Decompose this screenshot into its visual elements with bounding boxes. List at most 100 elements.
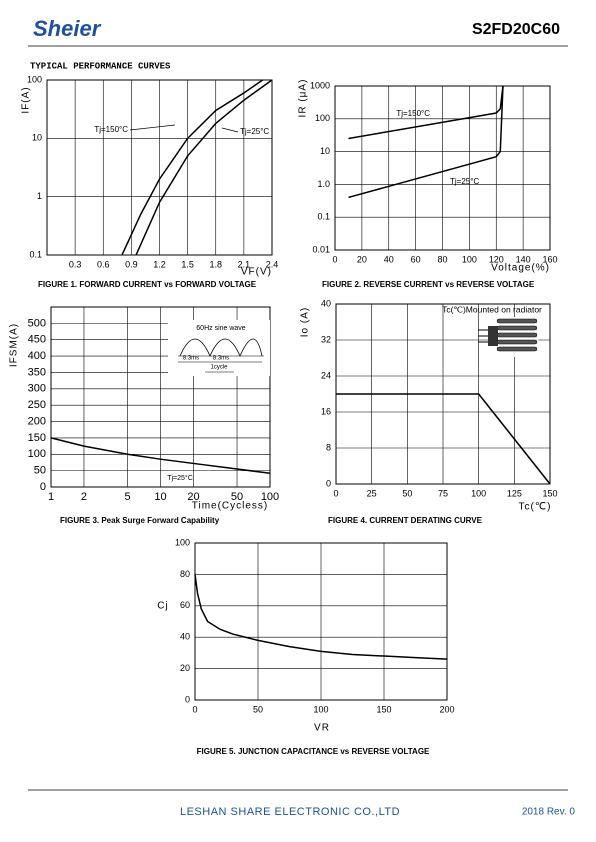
x-tick-label: 60 (411, 254, 421, 264)
y-tick-label: 60 (180, 600, 190, 610)
series-label: Tj=25°C (240, 127, 269, 136)
footer-revision: 2018 Rev. 0 (522, 807, 576, 818)
x-tick-label: 1.2 (153, 259, 166, 269)
data-line (121, 79, 264, 256)
radiator-fin (496, 332, 538, 338)
y-tick-label: 300 (28, 383, 46, 395)
x-tick-label: 150 (542, 488, 557, 498)
x-tick-label: 20 (357, 254, 367, 264)
x-tick-label: 0.9 (125, 259, 138, 269)
annotation: Tc(℃)Mounted on radiator (442, 304, 542, 314)
logo: Sheier (33, 16, 102, 41)
y-axis-label: Io (A) (300, 307, 311, 337)
y-axis-label: IR (μA) (298, 79, 309, 118)
y-tick-label: 150 (28, 432, 46, 444)
x-tick-label: 20 (187, 491, 199, 503)
series-label: Tj=150°C (396, 109, 430, 118)
figure-caption: FIGURE 2. REVERSE CURRENT vs REVERSE VOL… (322, 280, 535, 289)
figure-caption: FIGURE 1. FORWARD CURRENT vs FORWARD VOL… (38, 280, 257, 289)
figure-caption: FIGURE 4. CURRENT DERATING CURVE (328, 516, 483, 525)
y-tick-label: 1 (37, 191, 42, 201)
y-tick-label: 350 (28, 366, 46, 378)
x-axis-label: Tc(℃) (519, 502, 552, 513)
device (488, 326, 498, 346)
x-tick-label: 1 (48, 491, 54, 503)
y-tick-label: 0 (326, 478, 331, 488)
y-axis-label: Cj (157, 601, 168, 612)
sine-wave (179, 338, 263, 357)
y-tick-label: 200 (28, 415, 46, 427)
data-line (194, 574, 448, 660)
data-line (336, 393, 551, 485)
y-tick-label: 10 (320, 146, 330, 156)
x-axis-label: VF(V) (241, 267, 272, 278)
x-tick-label: 160 (542, 254, 557, 264)
x-axis-label: Time(Cycless) (192, 501, 269, 512)
annotation: 8.3ms (183, 356, 199, 362)
y-tick-label: 8 (326, 442, 331, 452)
x-tick-label: 0 (192, 704, 197, 714)
series-label: Tj=150°C (94, 125, 128, 134)
y-axis-label: IFSM(A) (9, 323, 20, 367)
y-tick-label: 0 (40, 481, 46, 493)
y-tick-label: 50 (34, 465, 46, 477)
figure-caption: FIGURE 5. JUNCTION CAPACITANCE vs REVERS… (197, 747, 430, 756)
radiator-fin (496, 318, 538, 324)
x-tick-label: 25 (367, 488, 377, 498)
x-tick-label: 100 (313, 704, 328, 714)
x-tick-label: 50 (253, 704, 263, 714)
x-tick-label: 75 (438, 488, 448, 498)
x-tick-label: 50 (231, 491, 243, 503)
y-tick-label: 250 (28, 399, 46, 411)
leader-line (221, 127, 239, 133)
series-label: Tj=25°C (450, 177, 479, 186)
footer-company: LESHAN SHARE ELECTRONIC CO.,LTD (180, 806, 400, 818)
data-line (50, 437, 271, 474)
data-line (348, 85, 504, 140)
y-tick-label: 1.0 (317, 179, 330, 189)
x-tick-label: 100 (261, 491, 279, 503)
x-tick-label: 2.1 (238, 259, 251, 269)
part-number: S2FD20C60 (472, 21, 560, 38)
y-tick-label: 100 (175, 537, 190, 547)
y-tick-label: 400 (28, 350, 46, 362)
y-tick-label: 100 (27, 74, 42, 84)
inset-box (168, 320, 270, 376)
x-tick-label: 80 (437, 254, 447, 264)
y-tick-label: 20 (180, 663, 190, 673)
y-tick-label: 0.1 (29, 249, 42, 259)
annotation: 8.3ms (213, 356, 229, 362)
y-tick-label: 40 (180, 632, 190, 642)
y-tick-label: 0.01 (312, 244, 330, 254)
y-tick-label: 0 (185, 694, 190, 704)
x-tick-label: 200 (439, 704, 454, 714)
x-tick-label: 0 (332, 254, 337, 264)
radiator-fin (496, 346, 538, 352)
x-tick-label: 2.4 (266, 259, 279, 269)
y-tick-label: 40 (321, 298, 331, 308)
leader-line (129, 124, 176, 131)
figure-caption: FIGURE 3. Peak Surge Forward Capability (60, 516, 220, 525)
y-tick-label: 16 (321, 406, 331, 416)
y-tick-label: 80 (180, 569, 190, 579)
x-tick-label: 1.8 (209, 259, 222, 269)
y-tick-label: 32 (321, 334, 331, 344)
x-tick-label: 140 (516, 254, 531, 264)
x-tick-label: 40 (384, 254, 394, 264)
x-tick-label: 125 (507, 488, 522, 498)
x-tick-label: 100 (462, 254, 477, 264)
radiator-fin (496, 325, 538, 331)
x-tick-label: 2 (81, 491, 87, 503)
y-tick-label: 450 (28, 334, 46, 346)
annotation: 60Hz sine wave (196, 325, 246, 332)
y-tick-label: 500 (28, 317, 46, 329)
x-axis-label: VR (314, 723, 330, 734)
annotation: Tj=25°C (167, 474, 193, 482)
x-tick-label: 150 (376, 704, 391, 714)
radiator-fin (496, 339, 538, 345)
y-tick-label: 10 (32, 133, 42, 143)
x-tick-label: 0.6 (97, 259, 110, 269)
y-tick-label: 0.1 (317, 212, 330, 222)
y-tick-label: 100 (315, 113, 330, 123)
